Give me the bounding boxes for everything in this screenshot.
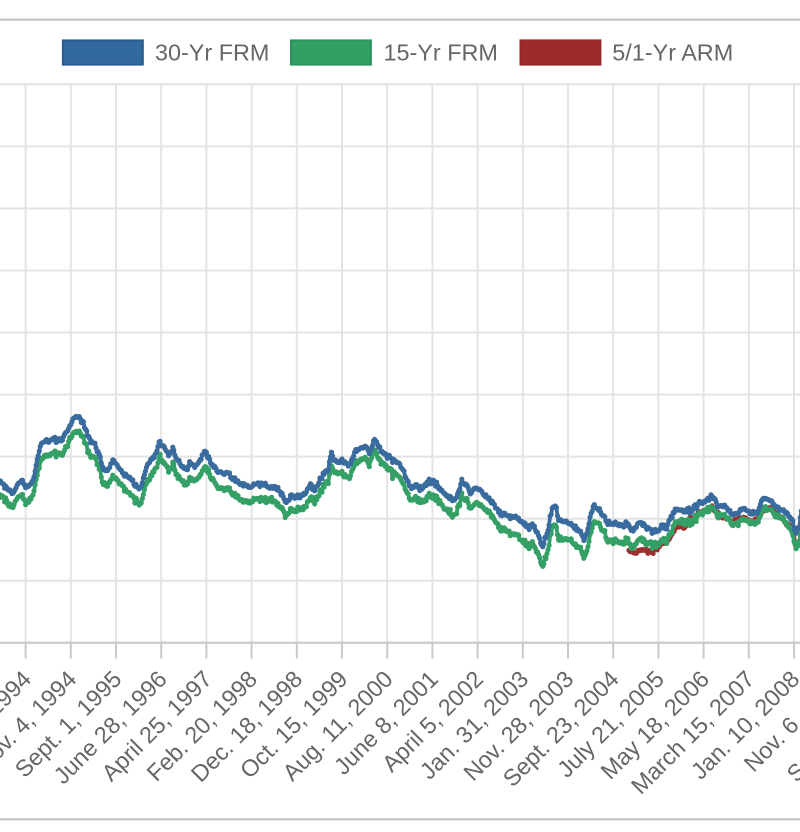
svg-text:15-Yr FRM: 15-Yr FRM xyxy=(384,40,498,66)
svg-text:30-Yr FRM: 30-Yr FRM xyxy=(155,40,269,66)
svg-text:5/1-Yr ARM: 5/1-Yr ARM xyxy=(612,40,733,66)
